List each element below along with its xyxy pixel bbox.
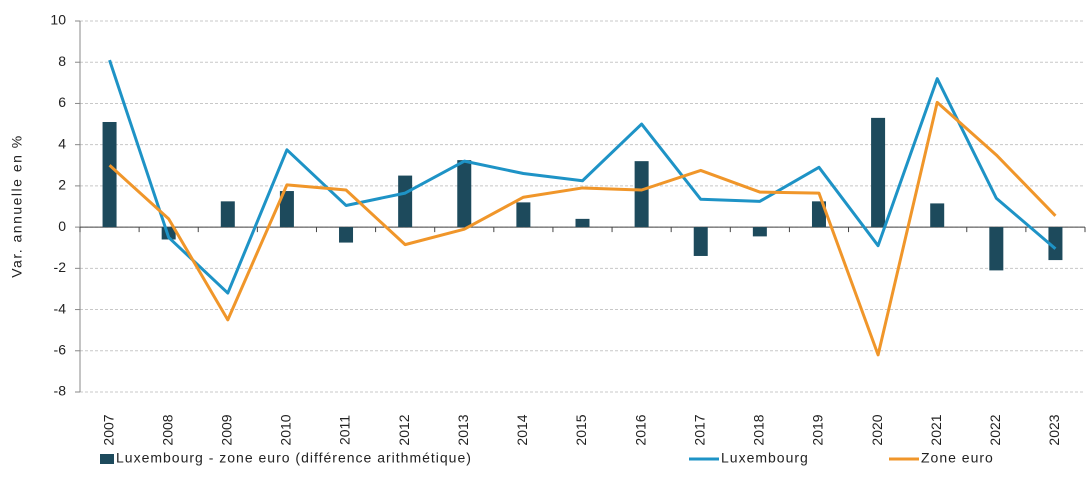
y-axis-label: Var. annuelle en % bbox=[9, 134, 25, 278]
y-tick-label: 8 bbox=[58, 53, 66, 69]
bar bbox=[102, 121, 117, 228]
bar bbox=[989, 227, 1004, 271]
line bbox=[108, 59, 1057, 295]
y-tick-label: -8 bbox=[54, 383, 67, 399]
y-tick-label: -2 bbox=[54, 259, 67, 275]
bar bbox=[279, 191, 294, 228]
x-tick-label: 2010 bbox=[278, 414, 294, 445]
legend-label: Zone euro bbox=[921, 450, 994, 466]
y-tick-label: -6 bbox=[54, 341, 67, 357]
bar bbox=[752, 227, 767, 237]
line bbox=[108, 100, 1057, 357]
legend-swatch bbox=[100, 454, 114, 464]
y-tick-label: 6 bbox=[58, 94, 66, 110]
y-tick-label: 10 bbox=[50, 12, 66, 28]
bar bbox=[1048, 227, 1063, 261]
bar bbox=[634, 161, 649, 228]
bar bbox=[398, 175, 413, 228]
bar bbox=[516, 202, 531, 228]
legend-label: Luxembourg bbox=[721, 450, 809, 466]
x-tick-label: 2013 bbox=[455, 414, 471, 445]
x-tick-label: 2023 bbox=[1046, 414, 1062, 445]
x-tick-label: 2022 bbox=[987, 414, 1003, 445]
x-tick-label: 2020 bbox=[869, 414, 885, 445]
y-tick-label: -4 bbox=[54, 300, 67, 316]
x-tick-label: 2008 bbox=[159, 414, 175, 445]
bar bbox=[930, 203, 945, 228]
bar bbox=[575, 218, 590, 228]
x-tick-label: 2018 bbox=[751, 414, 767, 445]
y-tick-label: 2 bbox=[58, 177, 66, 193]
legend-label: Luxembourg - zone euro (différence arith… bbox=[116, 450, 472, 466]
x-tick-label: 2021 bbox=[928, 414, 944, 445]
bar bbox=[339, 227, 354, 243]
y-tick-label: 0 bbox=[58, 218, 66, 234]
x-tick-label: 2016 bbox=[632, 414, 648, 445]
y-tick-label: 4 bbox=[58, 135, 66, 151]
x-tick-label: 2019 bbox=[810, 414, 826, 445]
bar bbox=[693, 227, 708, 256]
x-tick-label: 2012 bbox=[396, 414, 412, 445]
x-tick-label: 2007 bbox=[100, 414, 116, 445]
bar bbox=[811, 201, 826, 228]
x-tick-label: 2009 bbox=[218, 414, 234, 445]
x-tick-label: 2014 bbox=[514, 414, 530, 445]
x-tick-label: 2017 bbox=[691, 414, 707, 445]
bar bbox=[220, 201, 235, 228]
x-tick-label: 2011 bbox=[337, 415, 353, 445]
x-tick-label: 2015 bbox=[573, 414, 589, 445]
bar bbox=[457, 160, 472, 228]
bar bbox=[871, 117, 886, 228]
